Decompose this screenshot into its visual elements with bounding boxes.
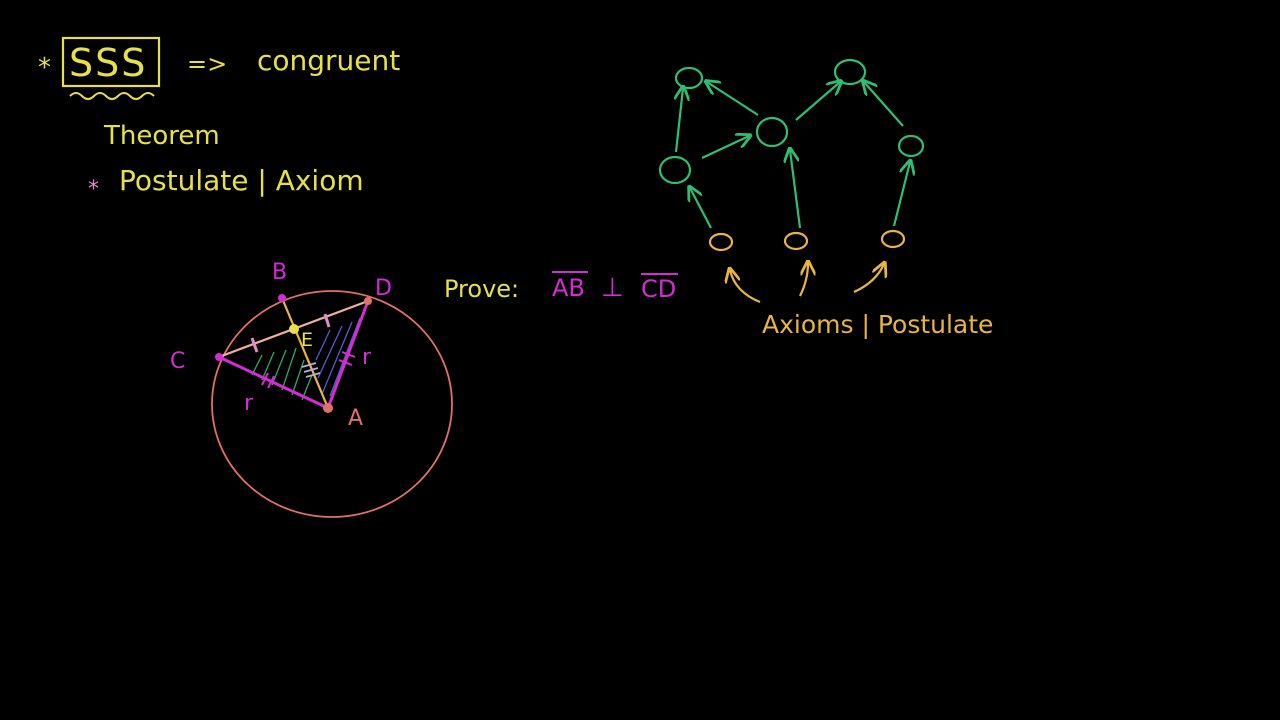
label-a: A xyxy=(348,406,363,431)
axiom-arrow-2 xyxy=(799,263,808,297)
arrow-axiom3-to-right xyxy=(892,162,910,227)
notes-group: * SSS => congruent Theorem * Postulate |… xyxy=(38,36,400,202)
label-r-right: r xyxy=(362,345,372,370)
cd-text: CD xyxy=(641,275,676,303)
arrow-axiom1-to-left xyxy=(690,188,712,229)
point-a xyxy=(323,403,333,413)
dependency-tree xyxy=(658,58,925,229)
point-c xyxy=(215,353,223,361)
label-b: B xyxy=(272,260,287,285)
double-tick-da xyxy=(338,351,356,366)
axiom-arrow-3 xyxy=(853,264,884,294)
label-c: C xyxy=(170,349,185,374)
tree-node-top-left xyxy=(674,66,704,90)
implies-symbol: => xyxy=(187,50,227,78)
label-d: D xyxy=(375,276,392,301)
postulate-axiom-text: Postulate | Axiom xyxy=(119,164,364,197)
ab-text: AB xyxy=(552,274,585,302)
arrow-left-to-middle xyxy=(701,136,749,159)
prove-text: Prove: xyxy=(444,275,519,303)
segment-ba xyxy=(280,297,330,409)
arrow-middle-to-topleft xyxy=(707,82,759,116)
arrow-left-to-topleft xyxy=(676,88,683,153)
tree-node-right xyxy=(897,134,925,158)
sss-box xyxy=(61,36,161,88)
congruent-text: congruent xyxy=(257,44,400,77)
arrow-right-to-topright xyxy=(864,82,904,127)
squiggle-underline xyxy=(69,92,155,100)
tree-node-top-right xyxy=(833,58,867,86)
point-b xyxy=(278,294,286,302)
point-e xyxy=(289,324,299,334)
segment-ca xyxy=(218,355,329,410)
tree-node-middle xyxy=(755,116,789,148)
axiom-node-2 xyxy=(783,231,809,251)
axioms-caption: Axioms | Postulate xyxy=(762,310,993,339)
perp-symbol: ⊥ xyxy=(601,273,624,303)
green-hatching xyxy=(251,347,313,401)
axiom-node-1 xyxy=(708,232,734,252)
label-r-left: r xyxy=(244,391,254,416)
tree-node-left xyxy=(658,155,692,185)
axiom-node-3 xyxy=(880,229,906,249)
theorem-text: Theorem xyxy=(103,121,220,151)
tick-ce xyxy=(250,337,259,353)
sss-text: SSS xyxy=(69,41,147,85)
star-icon: * xyxy=(38,53,51,83)
circle-figure: B D C E A r r Prove: AB ⊥ CD xyxy=(170,260,678,518)
tick-ed xyxy=(323,313,331,328)
axiom-nodes xyxy=(708,229,906,304)
arrow-axiom2-to-middle xyxy=(790,150,802,229)
pink-star-icon: * xyxy=(88,177,99,202)
blue-hatching xyxy=(315,311,365,397)
triple-tick-ea xyxy=(301,362,321,378)
point-d xyxy=(364,297,372,305)
double-tick-ca xyxy=(261,372,275,389)
axiom-arrow-1 xyxy=(730,270,761,304)
label-e: E xyxy=(301,329,313,351)
arrow-middle-to-topright xyxy=(795,82,840,121)
circle xyxy=(211,290,453,518)
